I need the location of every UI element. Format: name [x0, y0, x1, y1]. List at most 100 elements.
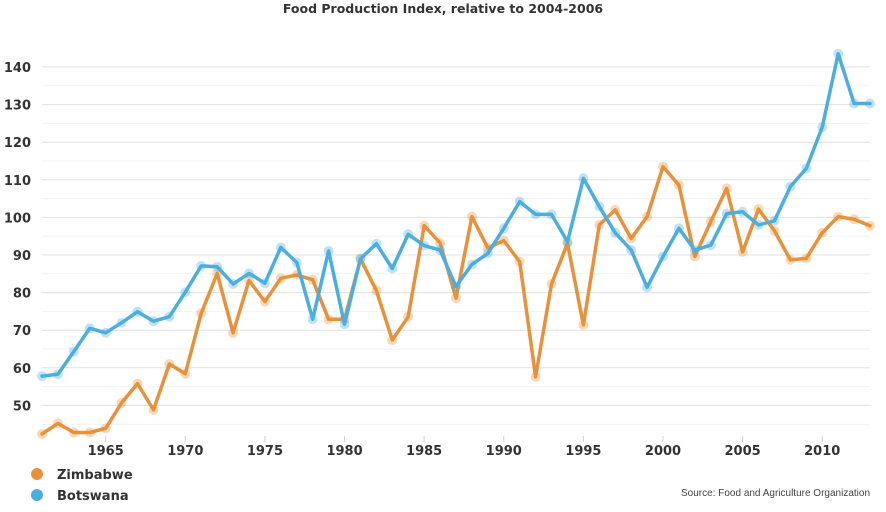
data-point[interactable] [498, 223, 509, 234]
data-point[interactable] [212, 261, 223, 272]
data-point[interactable] [275, 273, 286, 284]
data-point[interactable] [307, 274, 318, 285]
data-point[interactable] [180, 287, 191, 298]
data-point[interactable] [37, 429, 47, 439]
data-point[interactable] [435, 238, 446, 248]
data-point[interactable] [323, 245, 334, 256]
data-point[interactable] [530, 209, 541, 220]
data-point[interactable] [673, 223, 684, 234]
data-point[interactable] [817, 227, 828, 238]
data-point[interactable] [259, 296, 270, 307]
data-point[interactable] [865, 220, 875, 231]
data-point[interactable] [833, 48, 844, 59]
data-point[interactable] [132, 306, 143, 317]
data-point[interactable] [801, 253, 812, 264]
data-point[interactable] [466, 259, 477, 270]
data-point[interactable] [355, 253, 366, 264]
data-point[interactable] [610, 227, 621, 238]
data-point[interactable] [419, 220, 430, 231]
legend-item-zimbabwe[interactable]: Zimbabwe [31, 468, 133, 483]
data-point[interactable] [84, 323, 95, 334]
data-point[interactable] [148, 404, 159, 415]
data-point[interactable] [291, 257, 302, 268]
data-point[interactable] [514, 196, 525, 207]
data-point[interactable] [833, 211, 844, 222]
data-point[interactable] [196, 308, 207, 319]
data-point[interactable] [610, 204, 621, 215]
data-point[interactable] [68, 346, 79, 357]
data-point[interactable] [228, 279, 239, 289]
data-point[interactable] [132, 378, 143, 389]
data-point[interactable] [753, 204, 764, 215]
data-point[interactable] [737, 247, 748, 257]
data-point[interactable] [865, 98, 875, 109]
data-point[interactable] [753, 219, 764, 230]
data-point[interactable] [689, 245, 700, 256]
data-point[interactable] [498, 235, 509, 246]
data-point[interactable] [578, 319, 589, 330]
data-point[interactable] [466, 211, 477, 222]
data-point[interactable] [403, 311, 414, 322]
data-point[interactable] [673, 180, 684, 191]
data-point[interactable] [196, 260, 207, 271]
data-point[interactable] [785, 254, 796, 265]
data-point[interactable] [705, 216, 716, 227]
data-point[interactable] [100, 327, 111, 338]
data-point[interactable] [339, 319, 350, 330]
data-point[interactable] [769, 225, 780, 236]
data-point[interactable] [562, 236, 573, 247]
data-point[interactable] [658, 161, 668, 172]
data-point[interactable] [546, 209, 557, 220]
data-point[interactable] [451, 281, 461, 292]
data-point[interactable] [148, 316, 159, 327]
data-point[interactable] [435, 245, 446, 256]
data-point[interactable] [721, 208, 732, 219]
data-point[interactable] [801, 163, 812, 174]
data-point[interactable] [626, 233, 637, 244]
data-point[interactable] [721, 183, 732, 194]
data-point[interactable] [371, 238, 382, 249]
data-point[interactable] [244, 275, 254, 286]
data-point[interactable] [307, 314, 318, 325]
data-point[interactable] [658, 251, 668, 262]
data-point[interactable] [546, 279, 557, 289]
data-point[interactable] [228, 327, 239, 338]
data-point[interactable] [37, 371, 47, 382]
data-point[interactable] [689, 251, 700, 262]
data-point[interactable] [642, 282, 653, 293]
data-point[interactable] [164, 311, 175, 322]
data-point[interactable] [52, 418, 63, 429]
legend-item-botswana[interactable]: Botswana [31, 489, 129, 504]
data-point[interactable] [769, 215, 780, 226]
data-point[interactable] [817, 122, 828, 133]
data-point[interactable] [594, 201, 605, 212]
data-point[interactable] [275, 242, 286, 253]
data-point[interactable] [849, 98, 860, 109]
data-point[interactable] [387, 263, 398, 274]
data-point[interactable] [737, 206, 748, 217]
data-point[interactable] [100, 423, 111, 434]
data-point[interactable] [642, 211, 653, 222]
data-point[interactable] [530, 371, 541, 382]
data-point[interactable] [116, 317, 127, 328]
data-point[interactable] [705, 240, 716, 251]
data-point[interactable] [594, 219, 605, 230]
data-point[interactable] [451, 293, 461, 304]
data-point[interactable] [180, 368, 191, 379]
data-point[interactable] [323, 314, 334, 325]
data-point[interactable] [514, 256, 525, 267]
data-point[interactable] [849, 214, 860, 225]
data-point[interactable] [259, 278, 270, 289]
data-point[interactable] [785, 181, 796, 192]
data-point[interactable] [68, 427, 79, 438]
data-point[interactable] [419, 240, 430, 251]
data-point[interactable] [164, 359, 175, 369]
data-point[interactable] [626, 245, 637, 256]
data-point[interactable] [371, 285, 382, 296]
data-point[interactable] [84, 427, 95, 438]
data-point[interactable] [578, 173, 589, 184]
data-point[interactable] [116, 397, 127, 408]
data-point[interactable] [244, 268, 254, 279]
data-point[interactable] [387, 335, 398, 345]
data-point[interactable] [52, 369, 63, 380]
